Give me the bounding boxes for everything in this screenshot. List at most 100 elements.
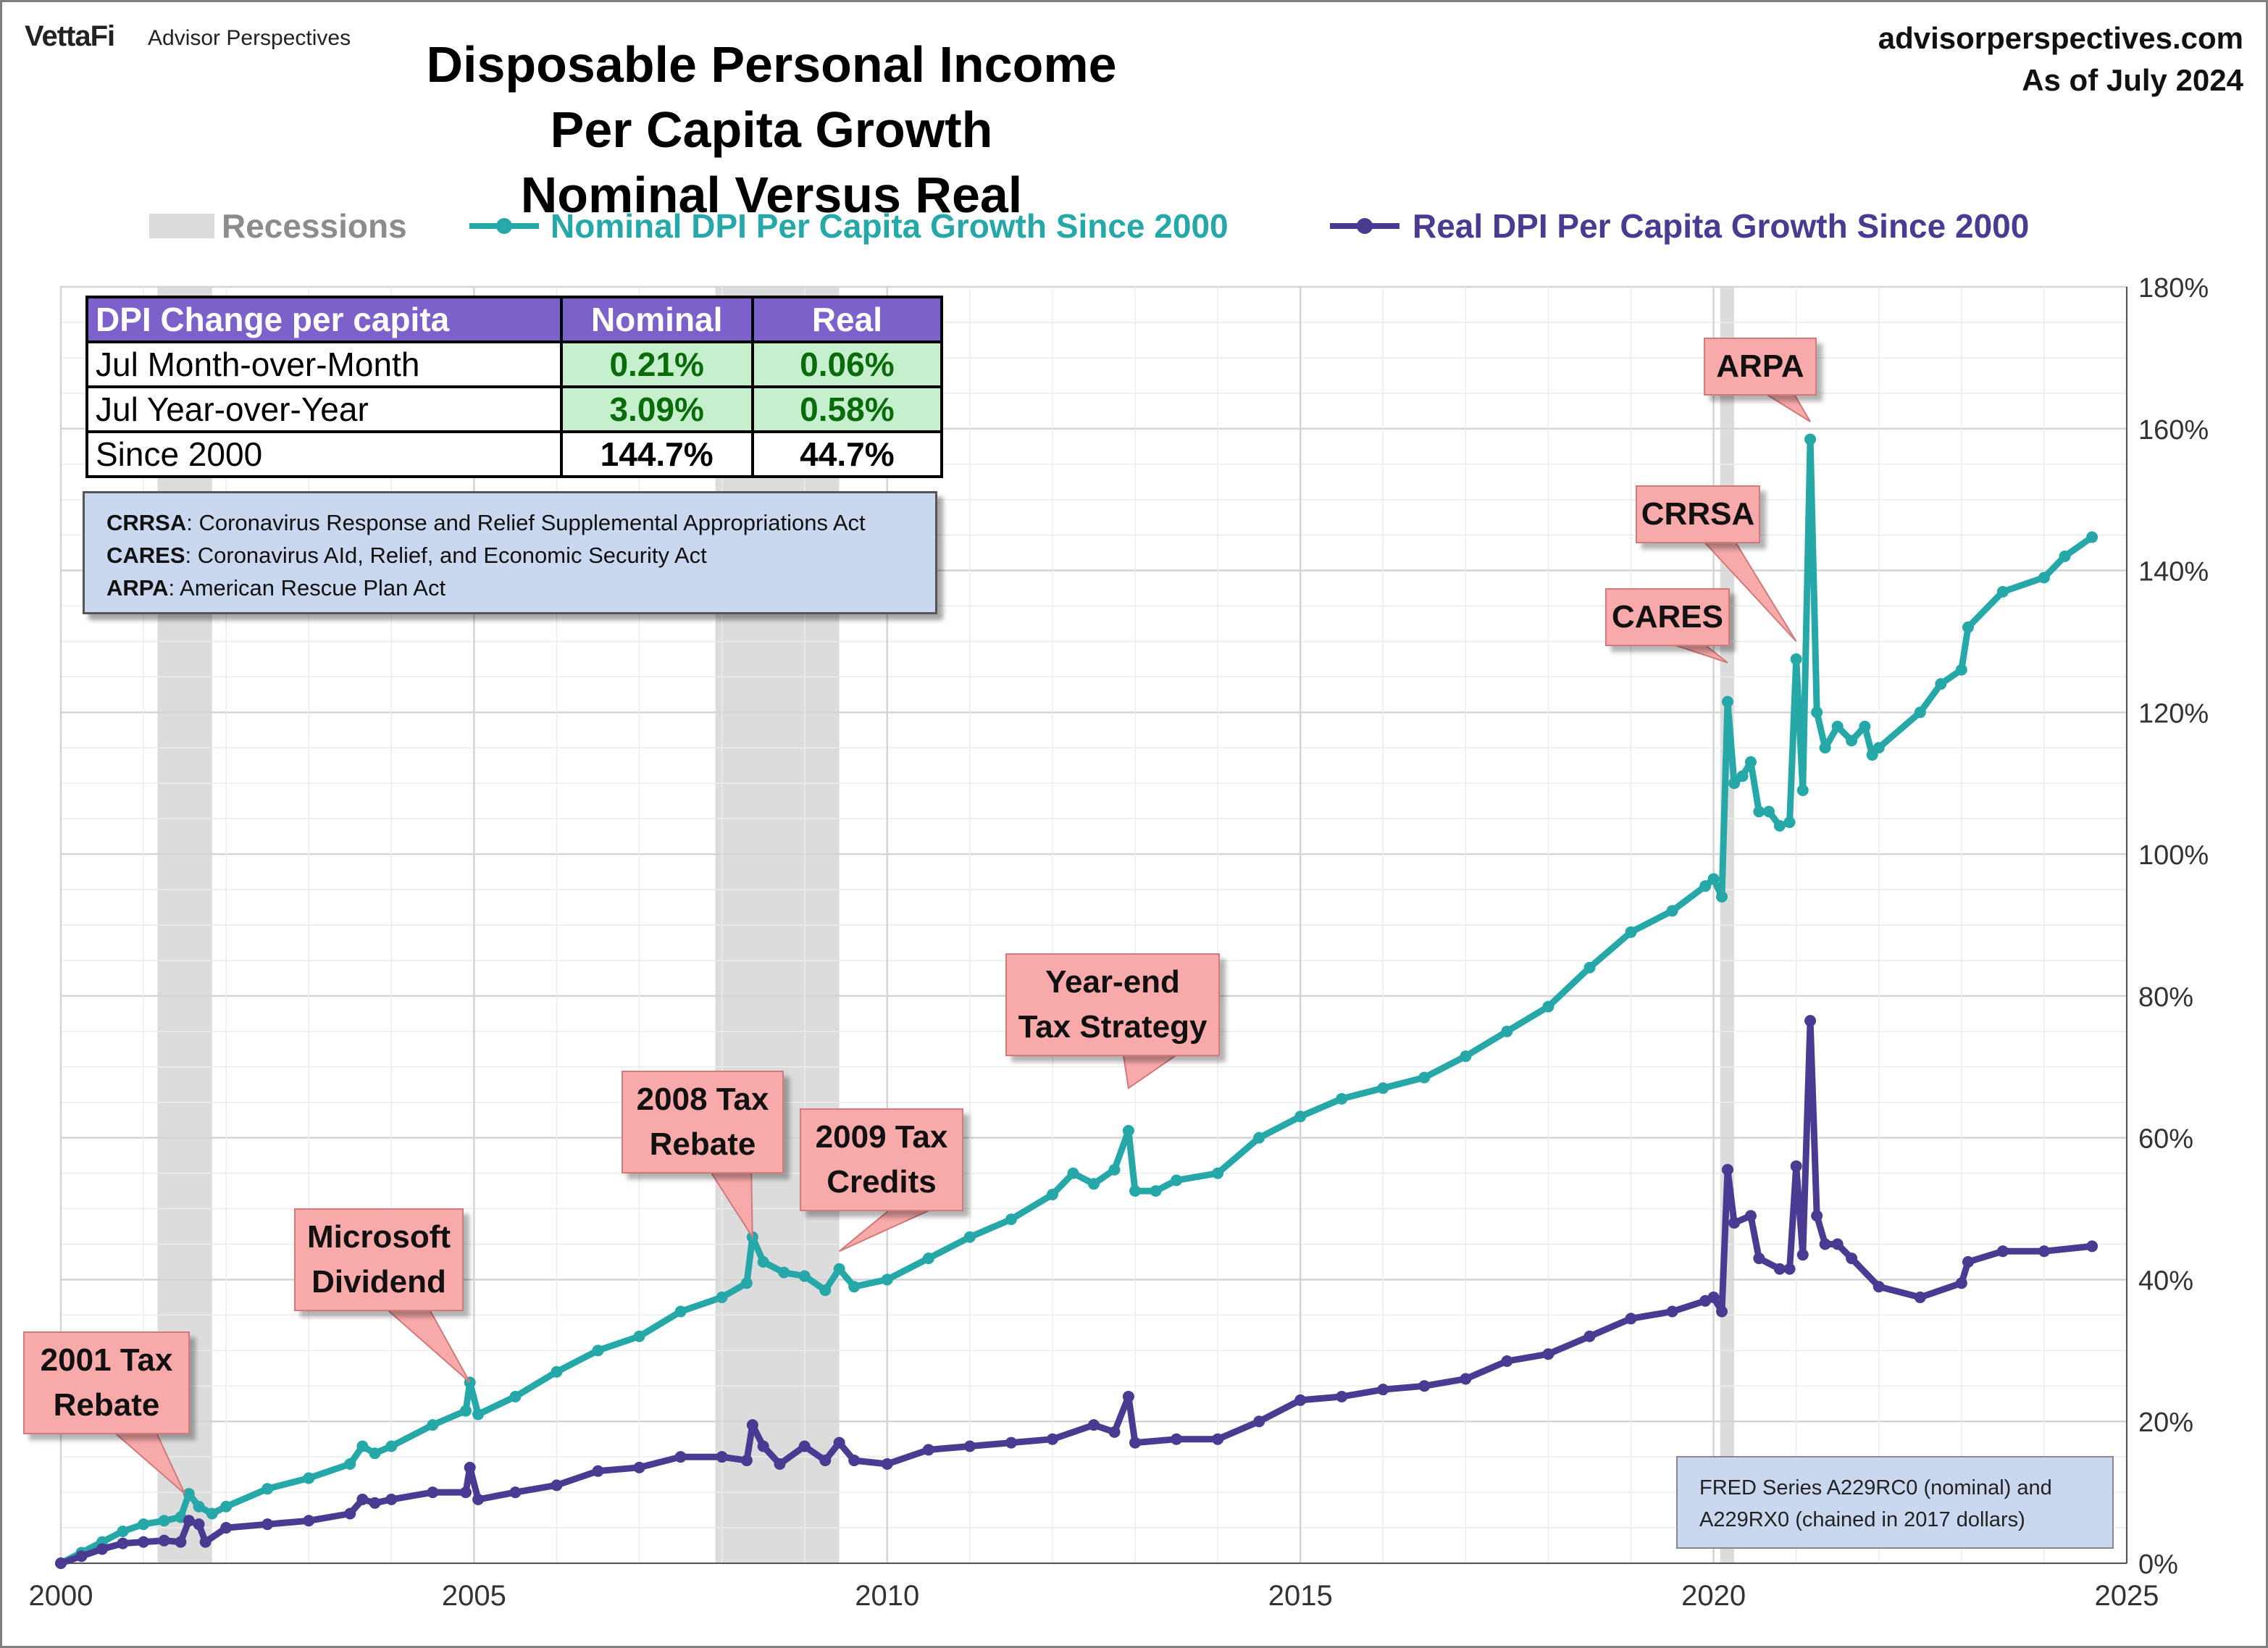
data-point [1831,1238,1844,1250]
data-point [1753,1252,1765,1265]
callout-text: CARES [1612,595,1723,640]
real-value: 0.06% [750,340,944,388]
y-tick-label: 40% [2138,1266,2193,1296]
data-point [1542,1348,1554,1360]
table-header-row: DPI Change per capita Nominal Real [85,296,944,343]
table-header: Nominal [559,296,754,343]
definition-text: : American Rescue Plan Act [168,575,446,601]
table-header: DPI Change per capita [85,296,563,343]
data-point [2086,1240,2098,1252]
data-point [633,1330,645,1342]
data-point [798,1270,811,1282]
data-point [427,1486,439,1499]
data-point [1583,961,1596,974]
data-point [1501,1355,1513,1368]
callout-line: 2009 Tax [815,1119,948,1155]
data-point [220,1500,233,1513]
data-point [922,1444,934,1456]
data-point [1962,1255,1974,1268]
data-point [1707,1291,1720,1303]
data-point [2038,1245,2050,1258]
legend-series-label: Nominal DPI Per Capita Growth Since 2000 [551,207,1229,245]
data-point [1171,1174,1183,1187]
y-tick-label: 0% [2138,1549,2178,1580]
data-point [1872,1281,1885,1293]
data-point [1108,1163,1121,1176]
data-point [206,1507,218,1520]
definition-abbr: ARPA [106,575,169,601]
callout-box: 2001 Tax Rebate [23,1331,190,1434]
definition-item: ARPA: American Rescue Plan Act [106,572,913,604]
data-point [1819,742,1831,754]
data-point [344,1507,356,1520]
data-point [1150,1185,1162,1197]
data-point [1796,785,1809,797]
callout-line: Rebate [53,1387,160,1423]
data-point [1783,816,1796,829]
y-tick-label: 80% [2138,982,2193,1013]
data-point [1763,806,1775,818]
data-point [303,1472,315,1484]
callout-text: Year-end Tax Strategy [1018,960,1208,1050]
data-point [778,1266,790,1279]
data-point [740,1277,753,1289]
data-point [1846,1252,1858,1265]
chart-title-block: Disposable Personal Income Per Capita Gr… [406,32,1137,227]
data-point [193,1500,205,1513]
data-point [1811,706,1823,719]
x-tick-label: 2020 [1681,1580,1746,1612]
data-point [117,1537,129,1549]
data-point [1914,1291,1926,1303]
x-tick-label: 2005 [442,1580,506,1612]
callout-text: 2009 Tax Credits [816,1115,948,1205]
data-point [740,1455,753,1467]
source-note: FRED Series A229RC0 (nominal) and A229RX… [1676,1456,2114,1549]
data-point [175,1536,187,1548]
source-line: FRED Series A229RC0 (nominal) and [1699,1476,2052,1499]
data-point [592,1465,604,1477]
data-point [1171,1433,1183,1445]
data-point [344,1457,356,1470]
data-point [385,1440,398,1452]
data-point [819,1455,832,1467]
data-point [1336,1390,1348,1402]
data-point [1736,770,1749,782]
data-point [1542,1000,1554,1013]
data-point [1859,720,1871,732]
data-point [1583,1330,1596,1342]
callout-line: Dividend [311,1264,446,1300]
legend-recession-swatch [149,214,214,238]
data-point [1005,1213,1017,1226]
callout-box: Year-end Tax Strategy [1005,953,1220,1056]
definition-item: CARES: Coronavirus AId, Relief, and Econ… [106,539,913,572]
data-point [427,1419,439,1431]
data-point [117,1525,129,1537]
data-point [1122,1390,1134,1402]
callout-box: ARPA [1704,338,1817,396]
data-point [1707,873,1720,885]
data-point [138,1518,150,1531]
data-point [633,1461,645,1473]
data-point [1666,1305,1678,1318]
data-point [922,1252,934,1265]
data-point [1625,1313,1637,1325]
data-point [1790,653,1802,665]
data-point [1108,1426,1121,1438]
data-point [1294,1394,1307,1406]
data-point [757,1440,769,1452]
data-point [369,1497,381,1509]
data-point [509,1486,522,1499]
data-point [833,1263,845,1275]
data-point [1088,1178,1100,1190]
legend-recession-label: Recessions [222,207,407,245]
callout-line: 2008 Tax [636,1082,769,1117]
callout-text: 2001 Tax Rebate [41,1338,173,1428]
data-point [1212,1433,1224,1445]
data-point [1744,1210,1757,1222]
callout-text: ARPA [1716,344,1804,389]
data-point [261,1483,274,1495]
data-point [459,1405,472,1417]
data-point [369,1447,381,1460]
callout-line: ARPA [1716,348,1804,384]
